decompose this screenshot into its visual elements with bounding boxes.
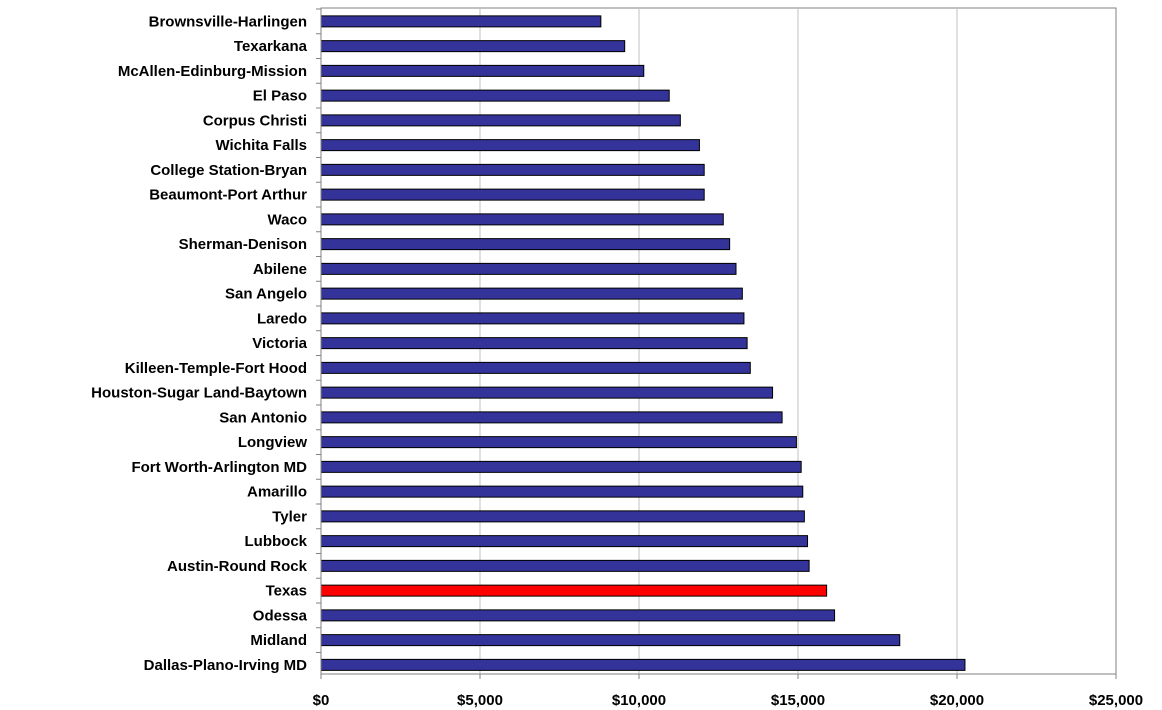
bar [320,114,681,127]
bar [320,510,805,523]
bar [320,15,602,28]
bar [320,287,743,300]
category-label: San Antonio [219,409,307,426]
bar [320,89,670,102]
bar [320,337,748,350]
x-tick-label: $0 [313,692,330,709]
bar [320,609,836,622]
bar [320,262,737,275]
category-label: Texarkana [234,38,308,55]
category-label: Dallas-Plano-Irving MD [144,657,308,674]
bar [320,312,745,325]
category-label: Abilene [253,261,307,278]
category-label: Longview [238,434,308,451]
category-label: Lubbock [245,533,308,550]
category-label: College Station-Bryan [150,162,307,179]
category-label: Beaumont-Port Arthur [149,187,307,204]
category-label: McAllen-Edinburg-Mission [118,63,307,80]
category-label: Houston-Sugar Land-Baytown [91,385,307,402]
category-label: El Paso [253,88,307,105]
category-label: Tyler [272,508,307,525]
bar [320,634,901,647]
x-tick-label: $25,000 [1089,692,1143,709]
category-label: Killeen-Temple-Fort Hood [125,360,307,377]
category-label: Wichita Falls [215,137,307,154]
bar [320,40,626,53]
category-label: Sherman-Denison [179,236,307,253]
category-label: Amarillo [247,484,307,501]
bar [320,386,774,399]
bar [320,658,966,671]
bar [320,64,645,77]
x-tick-label: $10,000 [612,692,666,709]
bar [320,436,797,449]
category-label: Waco [268,211,307,228]
x-tick-label: $15,000 [771,692,825,709]
category-label: Midland [250,632,307,649]
bar [320,460,802,473]
category-label: Odessa [253,607,308,624]
bar [320,559,810,572]
category-label: Brownsville-Harlingen [149,13,307,30]
bar [320,584,828,597]
bar [320,485,804,498]
bar [320,238,731,251]
category-label: Texas [266,583,307,600]
x-tick-label: $5,000 [457,692,503,709]
category-label: Fort Worth-Arlington MD [131,459,307,476]
category-label: Laredo [257,310,307,327]
bar [320,411,783,424]
category-label: Corpus Christi [203,112,307,129]
bar [320,188,705,201]
category-label: San Angelo [225,286,307,303]
bar [320,361,751,374]
category-label: Victoria [252,335,307,352]
bar [320,535,809,548]
x-tick-label: $20,000 [930,692,984,709]
category-label: Austin-Round Rock [167,558,308,575]
bar [320,139,700,152]
bar [320,163,705,176]
bar [320,213,724,226]
